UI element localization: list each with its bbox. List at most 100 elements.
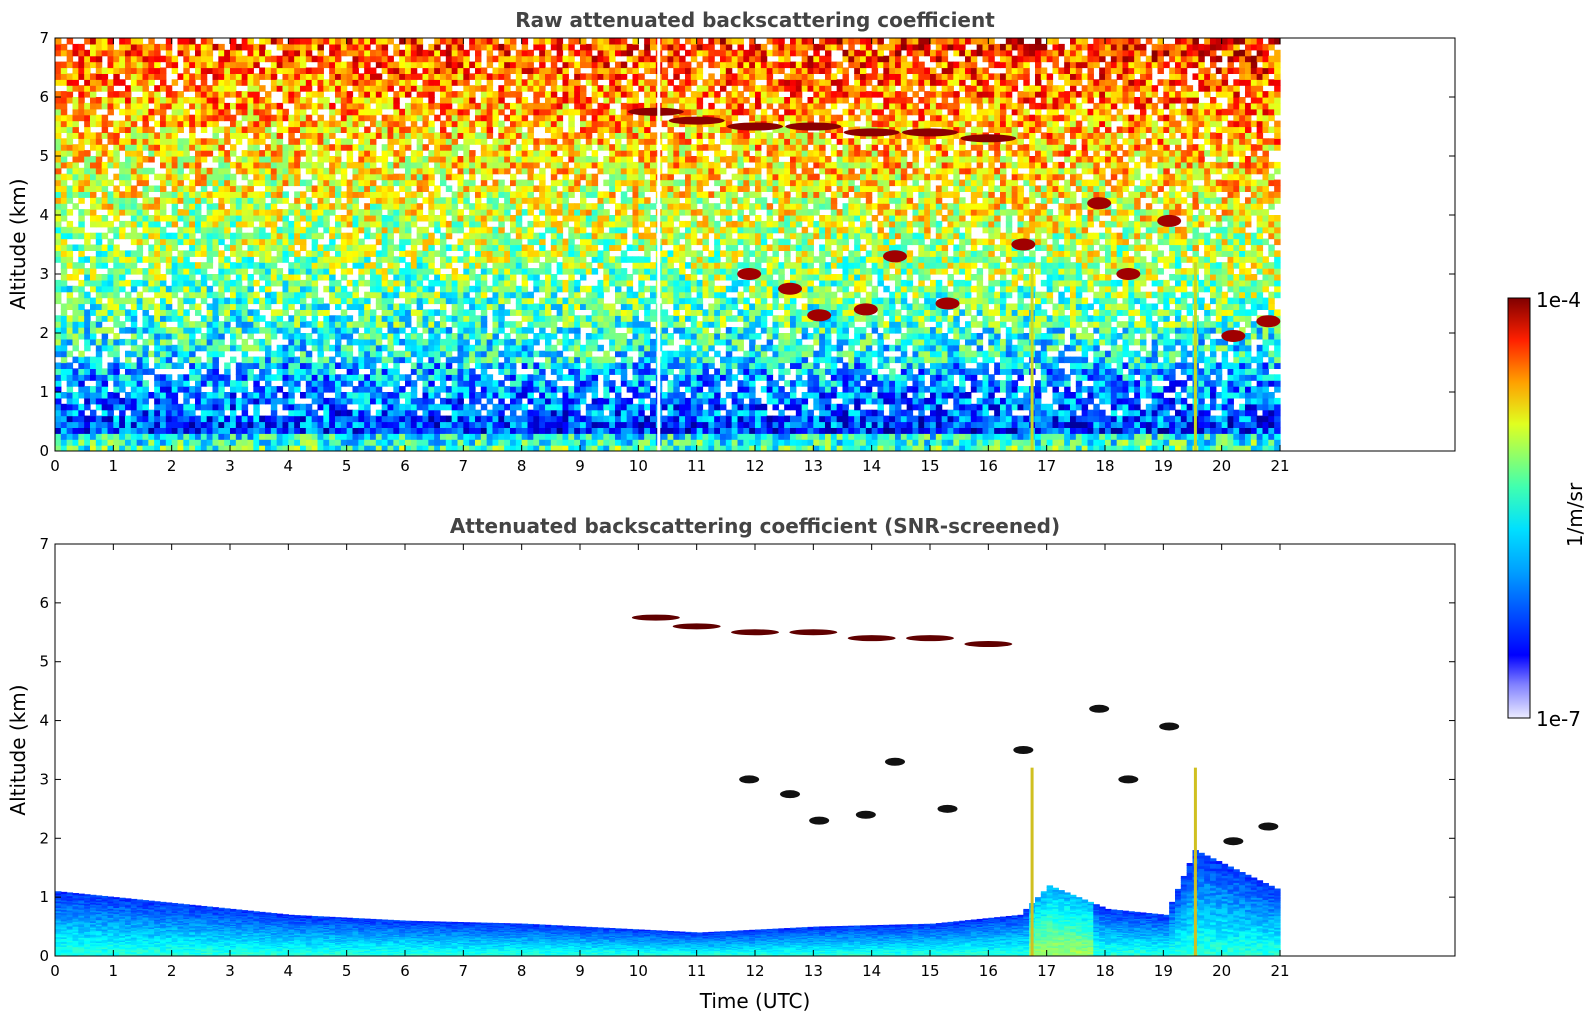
heatmap-cell [375, 38, 383, 45]
heatmap-cell [107, 445, 114, 451]
heatmap-cell [90, 209, 97, 216]
heatmap-cell [148, 138, 155, 145]
heatmap-cell [370, 397, 377, 405]
heatmap-cell [230, 433, 237, 440]
heatmap-cell [230, 445, 237, 451]
heatmap-cell [533, 108, 540, 116]
heatmap-cell [142, 79, 149, 86]
heatmap-cell [148, 250, 155, 257]
heatmap-cell [504, 268, 511, 275]
heatmap-cell [335, 333, 342, 340]
heatmap-cell [55, 91, 62, 98]
heatmap-cell [545, 79, 552, 86]
heatmap-cell [445, 397, 453, 405]
heatmap-cell [416, 433, 424, 440]
heatmap-cell [177, 309, 184, 316]
heatmap-cell [107, 132, 114, 139]
heatmap-cell [294, 61, 301, 69]
heatmap-cell [550, 291, 558, 299]
heatmap-cell [177, 380, 184, 387]
heatmap-cell [119, 220, 126, 228]
heatmap-cell [142, 327, 149, 334]
heatmap-cell [323, 403, 330, 411]
heatmap-cell [72, 274, 79, 281]
heatmap-cell [270, 79, 278, 86]
heatmap-cell [480, 173, 488, 181]
heatmap-cell [253, 309, 260, 316]
heatmap-cell [224, 421, 231, 428]
heatmap-cell [381, 415, 389, 423]
heatmap-cell [148, 268, 155, 275]
heatmap-cell [381, 285, 389, 293]
heatmap-cell [60, 144, 68, 151]
heatmap-cell [375, 327, 383, 334]
heatmap-cell [235, 315, 243, 322]
heatmap-cell [399, 303, 406, 310]
heatmap-cell [416, 102, 424, 110]
heatmap-cell [480, 380, 488, 387]
heatmap-cell [486, 415, 494, 423]
heatmap-cell [276, 356, 284, 364]
heatmap-cell [527, 209, 534, 216]
heatmap-cell [300, 126, 307, 133]
heatmap-cell [335, 409, 342, 417]
heatmap-cell [206, 226, 214, 234]
heatmap-cell [504, 250, 511, 257]
heatmap-cell [405, 161, 412, 169]
heatmap-cell [305, 333, 313, 340]
heatmap-cell [323, 386, 330, 393]
heatmap-cell [317, 144, 324, 151]
heatmap-cell [515, 344, 523, 352]
heatmap-cell [165, 167, 173, 175]
heatmap-cell [84, 108, 91, 116]
heatmap-cell [55, 97, 62, 104]
heatmap-cell [241, 250, 249, 257]
heatmap-cell [160, 291, 167, 299]
heatmap-cell [90, 309, 97, 316]
heatmap-cell [305, 368, 313, 375]
heatmap-cell [305, 303, 313, 310]
heatmap-cell [119, 61, 126, 69]
heatmap-cell [183, 79, 190, 86]
heatmap-cell [358, 338, 365, 346]
heatmap-cell [399, 279, 406, 287]
heatmap-cell [107, 344, 114, 352]
heatmap-cell [457, 91, 464, 98]
panel1-heatmap [55, 38, 1281, 451]
heatmap-cell [492, 392, 499, 399]
heatmap-cell [527, 102, 534, 110]
heatmap-cell [78, 73, 85, 80]
heatmap-cell [270, 315, 278, 322]
heatmap-cell [515, 232, 523, 240]
heatmap-cell [521, 167, 529, 175]
heatmap-cell [282, 238, 289, 246]
heatmap-cell [177, 150, 184, 157]
heatmap-cell [72, 97, 79, 104]
heatmap-cell [364, 338, 371, 346]
heatmap-cell [422, 321, 429, 328]
heatmap-cell [247, 126, 254, 133]
heatmap-cell [183, 315, 190, 322]
heatmap-cell [165, 415, 173, 423]
heatmap-cell [294, 427, 301, 434]
heatmap-cell [375, 297, 383, 305]
heatmap-cell [107, 61, 114, 69]
heatmap-cell [130, 285, 138, 293]
heatmap-cell [212, 250, 219, 257]
heatmap-cell [352, 108, 359, 116]
heatmap-cell [492, 256, 499, 263]
heatmap-cell [463, 279, 470, 287]
heatmap-cell [218, 415, 225, 423]
heatmap-cell [165, 350, 173, 358]
heatmap-cell [270, 327, 278, 334]
heatmap-cell [329, 67, 336, 74]
heatmap-cell [311, 215, 319, 222]
heatmap-cell [183, 350, 190, 358]
heatmap-cell [323, 397, 330, 405]
heatmap-cell [154, 291, 161, 299]
heatmap-cell [527, 327, 534, 334]
heatmap-cell [247, 333, 254, 340]
heatmap-cell [539, 303, 546, 310]
heatmap-cell [247, 274, 254, 281]
heatmap-cell [84, 185, 91, 192]
